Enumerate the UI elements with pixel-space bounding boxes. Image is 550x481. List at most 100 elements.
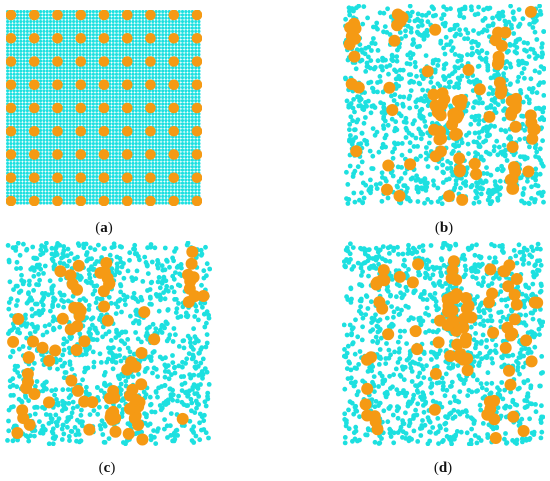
small-particle: [111, 122, 115, 126]
small-particle: [128, 89, 132, 93]
small-particle: [380, 175, 385, 180]
small-particle: [138, 56, 142, 60]
small-particle: [157, 115, 161, 119]
small-particle: [118, 132, 122, 136]
small-particle: [174, 66, 178, 70]
small-particle: [184, 13, 188, 17]
small-particle: [65, 16, 69, 20]
small-particle: [525, 178, 530, 184]
small-particle: [363, 100, 368, 105]
small-particle: [48, 19, 53, 24]
small-particle: [91, 115, 95, 119]
small-particle: [171, 49, 175, 53]
large-particle: [145, 195, 156, 206]
small-particle: [6, 26, 10, 30]
small-particle: [91, 16, 95, 20]
small-particle: [78, 188, 82, 192]
large-particle: [29, 149, 40, 160]
large-particle: [122, 79, 133, 91]
small-particle: [22, 89, 26, 93]
small-particle: [511, 42, 517, 48]
small-particle: [55, 29, 59, 33]
small-particle: [95, 13, 99, 17]
small-particle: [161, 122, 165, 126]
small-particle: [141, 23, 145, 27]
small-particle: [190, 23, 194, 27]
small-particle: [108, 171, 112, 175]
small-particle: [197, 76, 201, 80]
small-particle: [98, 26, 102, 30]
small-particle: [151, 138, 155, 142]
small-particle: [180, 82, 185, 86]
small-particle: [78, 29, 82, 33]
small-particle: [39, 125, 43, 129]
small-particle: [177, 89, 181, 93]
small-particle: [360, 49, 365, 55]
small-particle: [114, 23, 119, 27]
small-particle: [22, 184, 26, 189]
small-particle: [42, 92, 46, 96]
small-particle: [39, 13, 43, 17]
small-particle: [180, 165, 185, 169]
small-particle: [42, 66, 46, 70]
small-particle: [506, 19, 512, 25]
small-particle: [114, 194, 119, 198]
small-particle: [114, 26, 119, 30]
small-particle: [381, 101, 387, 107]
small-particle: [25, 76, 29, 80]
small-particle: [180, 59, 185, 63]
small-particle: [448, 160, 454, 166]
small-particle: [197, 191, 201, 195]
small-particle: [131, 171, 135, 175]
small-particle: [387, 63, 393, 68]
small-particle: [75, 145, 79, 149]
small-particle: [187, 115, 191, 119]
small-particle: [105, 52, 109, 57]
small-particle: [95, 181, 99, 185]
small-particle: [68, 109, 72, 113]
small-particle: [32, 165, 36, 169]
small-particle: [108, 92, 112, 96]
small-particle: [161, 188, 165, 192]
small-particle: [88, 43, 92, 47]
small-particle: [48, 43, 53, 47]
small-particle: [114, 118, 119, 123]
small-particle: [19, 69, 23, 73]
small-particle: [491, 187, 496, 193]
small-particle: [138, 39, 142, 43]
small-particle: [180, 145, 185, 149]
small-particle: [48, 171, 53, 175]
small-particle: [88, 10, 92, 14]
small-particle: [157, 16, 161, 20]
small-particle: [194, 184, 198, 189]
large-particle: [52, 126, 63, 137]
small-particle: [9, 165, 13, 169]
small-particle: [118, 145, 122, 149]
small-particle: [187, 105, 191, 109]
small-particle: [121, 26, 125, 30]
large-particle: [191, 149, 202, 160]
small-particle: [397, 94, 403, 100]
small-particle: [45, 109, 49, 113]
small-particle: [88, 118, 92, 123]
small-particle: [114, 132, 119, 136]
small-particle: [161, 109, 165, 113]
small-particle: [134, 109, 138, 113]
small-particle: [420, 32, 426, 38]
small-particle: [72, 10, 76, 14]
small-particle: [65, 181, 69, 185]
small-particle: [19, 168, 23, 172]
small-particle: [180, 148, 185, 152]
small-particle: [187, 43, 191, 47]
small-particle: [95, 191, 99, 195]
small-particle: [25, 175, 29, 179]
small-particle: [147, 66, 152, 70]
small-particle: [141, 92, 145, 96]
small-particle: [131, 33, 135, 37]
small-particle: [124, 76, 128, 80]
small-particle: [466, 151, 471, 157]
small-particle: [91, 161, 95, 165]
small-particle: [157, 135, 161, 139]
small-particle: [15, 66, 20, 70]
large-particle: [145, 102, 156, 114]
